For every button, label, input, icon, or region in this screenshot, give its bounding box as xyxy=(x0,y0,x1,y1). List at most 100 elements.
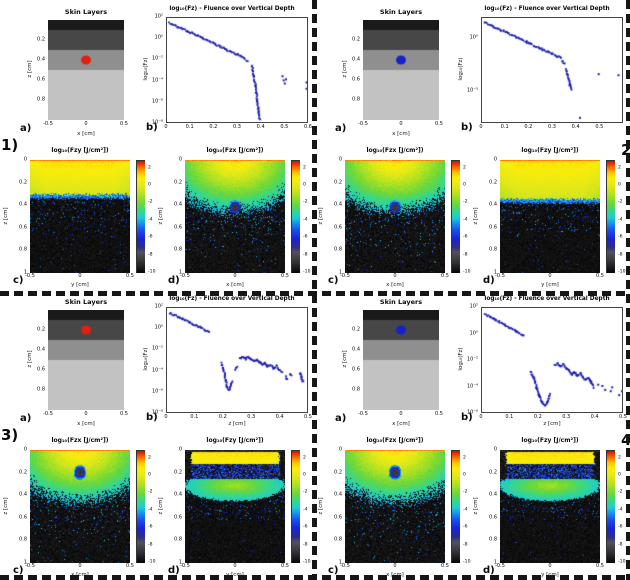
tick-label: 0 xyxy=(84,121,88,127)
quadrant-number-label: 4) xyxy=(621,431,630,449)
quadrant: 2) Skin Layers 0.2 0.4 0.6 0.8 -0.5 0 0.5 z [… xyxy=(315,0,630,290)
colorbar-ticks: 2 0 -2 -4 -6 -8 -10 xyxy=(462,450,476,565)
tick-label: 0.2 xyxy=(334,179,342,186)
fluence-panel: log₁₀(Fz) - Fluence over Vertical Depth … xyxy=(458,290,630,435)
tick-label: 0.6 xyxy=(19,514,27,521)
tick-label: 0.6 xyxy=(489,514,497,521)
tick-label: -0.5 xyxy=(358,121,368,127)
colorbar-tick-label: -10 xyxy=(618,269,626,275)
fluence-y-ticks: 10² 10⁰ 10⁻² 10⁻⁴ 10⁻⁶ xyxy=(463,303,479,415)
panel-letter-b: b) xyxy=(461,412,473,423)
colorbar-tick-label: -4 xyxy=(463,507,468,513)
heatmap-plot-area xyxy=(185,450,285,563)
tick-label: 10⁻⁸ xyxy=(151,119,163,126)
skin-layers-panel: Skin Layers 0.2 0.4 0.6 0.8 -0.5 0 0.5 z [cm]… xyxy=(0,290,150,435)
heatmap-title: log₁₀(Fzy [J/cm²]) xyxy=(521,437,579,444)
colorbar-tick-label: -10 xyxy=(463,559,471,565)
fluence-y-axis-label: log₁₀(Fz) xyxy=(143,57,149,81)
panel-letter-b: b) xyxy=(146,412,158,423)
tick-label: 0.4 xyxy=(256,124,265,130)
tick-label: 0.5 xyxy=(304,414,312,420)
panel-letter-a: a) xyxy=(335,413,347,424)
tick-label: 0 xyxy=(399,121,403,127)
skin-layers-panel: Skin Layers 0.2 0.4 0.6 0.8 -0.5 0 0.5 z [cm]… xyxy=(0,0,150,145)
tick-label: 0.8 xyxy=(37,386,45,393)
heatmap-x-axis-label: y [cm] xyxy=(71,282,89,288)
colorbar-tick-label: 2 xyxy=(463,455,466,461)
skin-y-ticks: 0.2 0.4 0.6 0.8 xyxy=(343,310,361,410)
fluence-panel: log₁₀(Fz) - Fluence over Vertical Depth … xyxy=(458,0,630,145)
heatmap-x-ticks: -0.5 0 0.5 xyxy=(25,274,134,281)
tick-label: 10² xyxy=(469,303,478,310)
skin-x-ticks: -0.5 0 0.5 xyxy=(358,121,443,129)
colorbar-tick-label: 2 xyxy=(618,165,621,171)
skin-layers-plot-area xyxy=(48,310,124,410)
skin-layers-panel: Skin Layers 0.2 0.4 0.6 0.8 -0.5 0 0.5 z [cm]… xyxy=(315,290,465,435)
colorbar-tick-label: -10 xyxy=(148,269,156,275)
tick-label: 0.2 xyxy=(334,469,342,476)
heatmap-panel-c: log₁₀(Fzx [J/cm²]) 0 0.2 0.4 0.6 0.8 1 -0.5 0 0… xyxy=(315,435,475,580)
tick-label: 0 xyxy=(233,273,237,279)
tick-label: 0.3 xyxy=(233,124,241,130)
fluence-canvas xyxy=(167,18,307,122)
colorbar-tick-label: -8 xyxy=(303,542,308,548)
colorbar-tick-label: 0 xyxy=(148,472,151,478)
tick-label: 0.2 xyxy=(209,124,218,130)
colorbar-tick-label: -10 xyxy=(148,559,156,565)
quadrant: 4) Skin Layers 0.2 0.4 0.6 0.8 -0.5 0 0.5 z [… xyxy=(315,290,630,580)
fluence-canvas xyxy=(482,308,622,412)
heatmap-x-ticks: -0.5 0 0.5 xyxy=(180,564,289,571)
tick-label: 10² xyxy=(154,303,163,310)
tick-label: 0.5 xyxy=(126,563,134,569)
tick-label: -0.5 xyxy=(43,411,53,417)
heatmap-y-axis-label: z [cm] xyxy=(158,497,164,515)
heatmap-panel-c: log₁₀(Fzx [J/cm²]) 0 0.2 0.4 0.6 0.8 1 -0.5 0 0… xyxy=(315,145,475,290)
colorbar-tick-label: -8 xyxy=(463,542,468,548)
tick-label: 10⁻⁶ xyxy=(151,98,163,105)
tick-label: 0.4 xyxy=(571,124,580,130)
tick-label: 0.1 xyxy=(190,414,199,420)
tick-label: 1 xyxy=(178,269,182,276)
tick-label: -0.5 xyxy=(180,563,190,569)
tick-label: 0.4 xyxy=(590,414,599,420)
skin-y-ticks: 0.2 0.4 0.6 0.8 xyxy=(343,20,361,120)
tick-label: 10⁻⁸ xyxy=(151,409,163,416)
tick-label: 10⁻⁴ xyxy=(151,77,163,84)
colorbar-tick-label: 0 xyxy=(618,472,621,478)
tick-label: 0.2 xyxy=(37,36,45,43)
colorbar-tick-label: -6 xyxy=(148,524,153,530)
tick-label: 0.2 xyxy=(174,469,182,476)
divider-vertical-right xyxy=(626,0,630,580)
tick-label: 0 xyxy=(479,124,483,130)
fluence-title: log₁₀(Fz) - Fluence over Vertical Depth xyxy=(484,6,610,12)
quadrant-number-label: 1) xyxy=(1,136,19,154)
heatmap-x-ticks: -0.5 0 0.5 xyxy=(340,274,449,281)
tick-label: 0.2 xyxy=(19,469,27,476)
heatmap-y-ticks: 0 0.2 0.4 0.6 0.8 1 xyxy=(12,447,28,565)
tick-label: -0.5 xyxy=(495,563,505,569)
tick-label: 0.5 xyxy=(120,121,128,127)
tick-label: 0 xyxy=(164,414,168,420)
skin-layers-title: Skin Layers xyxy=(379,8,423,16)
panel-letter-c: c) xyxy=(13,565,24,576)
tick-label: 10² xyxy=(154,13,163,20)
tick-label: 0.2 xyxy=(489,179,497,186)
tick-label: 0.5 xyxy=(120,411,128,417)
heatmap-title: log₁₀(Fzy [J/cm²]) xyxy=(51,147,109,154)
panel-letter-a: a) xyxy=(20,413,32,424)
colorbar-tick-label: -4 xyxy=(303,217,308,223)
tick-label: 0.8 xyxy=(37,96,45,103)
panel-letter-d: d) xyxy=(483,275,495,286)
fluence-panel: log₁₀(Fz) - Fluence over Vertical Depth … xyxy=(143,0,315,145)
colorbar-tick-label: -2 xyxy=(148,200,153,206)
heatmap-panel-c: log₁₀(Fzx [J/cm²]) 0 0.2 0.4 0.6 0.8 1 -0.5 0 0… xyxy=(0,435,160,580)
tick-label: 0 xyxy=(178,156,182,163)
tick-label: 0.5 xyxy=(441,563,449,569)
tick-label: 10⁰ xyxy=(154,34,163,41)
heatmap-plot-area xyxy=(500,160,600,273)
tick-label: 0.1 xyxy=(505,414,514,420)
tick-label: 0.2 xyxy=(533,414,542,420)
quadrant-number-label: 3) xyxy=(1,426,19,444)
heatmap-canvas xyxy=(500,450,600,563)
